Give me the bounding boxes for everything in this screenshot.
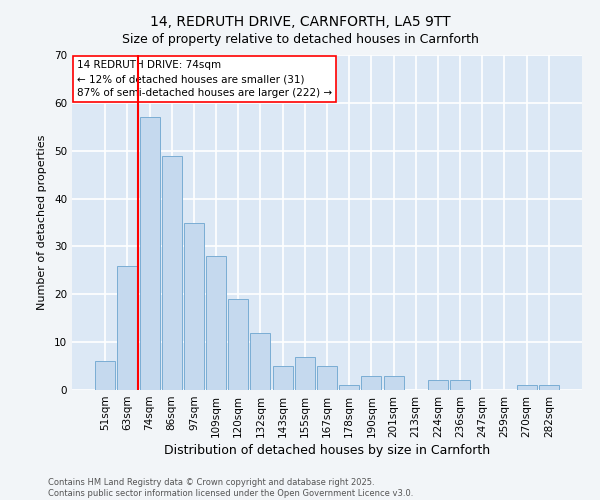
Bar bbox=[383, 376, 404, 390]
X-axis label: Distribution of detached houses by size in Carnforth: Distribution of detached houses by size … bbox=[164, 444, 490, 457]
Bar bbox=[272, 366, 293, 390]
Bar bbox=[317, 366, 337, 390]
Bar bbox=[228, 299, 248, 390]
Bar bbox=[140, 117, 160, 390]
Bar bbox=[339, 385, 359, 390]
Bar bbox=[295, 356, 315, 390]
Bar bbox=[517, 385, 536, 390]
Bar bbox=[361, 376, 382, 390]
Text: Size of property relative to detached houses in Carnforth: Size of property relative to detached ho… bbox=[122, 32, 478, 46]
Y-axis label: Number of detached properties: Number of detached properties bbox=[37, 135, 47, 310]
Bar bbox=[450, 380, 470, 390]
Text: 14 REDRUTH DRIVE: 74sqm
← 12% of detached houses are smaller (31)
87% of semi-de: 14 REDRUTH DRIVE: 74sqm ← 12% of detache… bbox=[77, 60, 332, 98]
Bar bbox=[206, 256, 226, 390]
Bar bbox=[95, 362, 115, 390]
Bar bbox=[162, 156, 182, 390]
Bar bbox=[250, 332, 271, 390]
Bar bbox=[118, 266, 137, 390]
Text: Contains HM Land Registry data © Crown copyright and database right 2025.
Contai: Contains HM Land Registry data © Crown c… bbox=[48, 478, 413, 498]
Text: 14, REDRUTH DRIVE, CARNFORTH, LA5 9TT: 14, REDRUTH DRIVE, CARNFORTH, LA5 9TT bbox=[149, 15, 451, 29]
Bar bbox=[184, 222, 204, 390]
Bar bbox=[539, 385, 559, 390]
Bar bbox=[428, 380, 448, 390]
